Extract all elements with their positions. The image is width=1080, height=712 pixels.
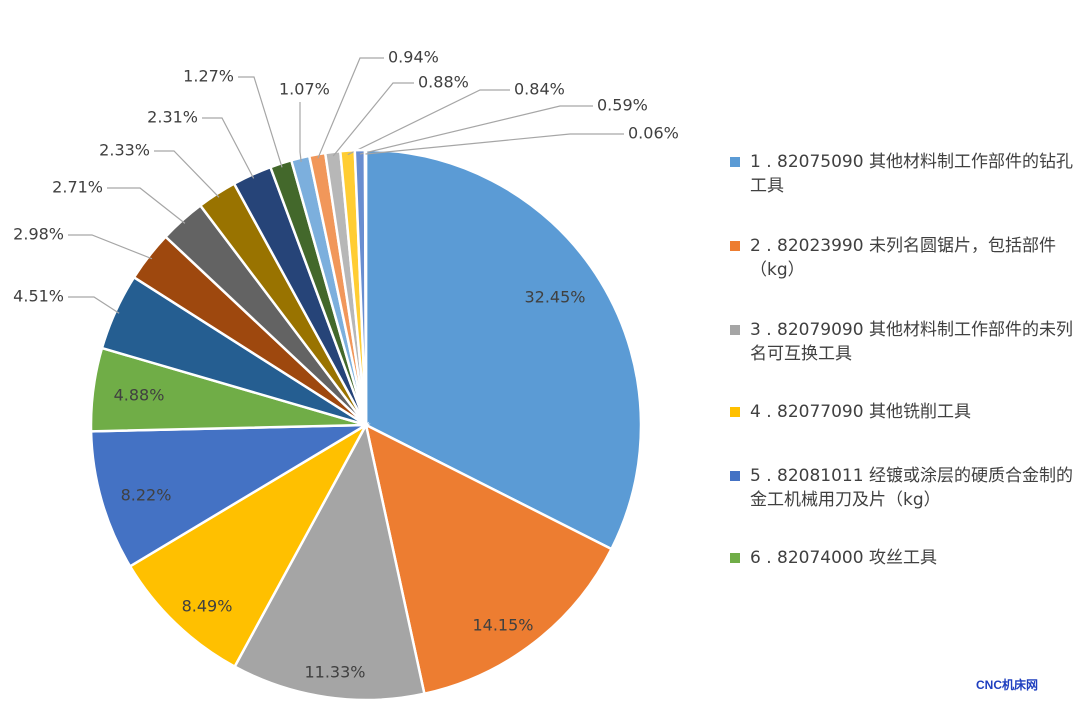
pie-slice-3 (232, 421, 426, 702)
legend-swatch-5 (730, 471, 740, 481)
leader-line-10 (154, 150, 220, 198)
legend-label-6: 6 . 82074000 攻丝工具 (750, 548, 937, 568)
legend-swatch-6 (730, 553, 740, 563)
legend-swatch-2 (730, 241, 740, 251)
watermark-text: CNC机床网 (976, 678, 1038, 692)
pie-slice-4 (128, 421, 370, 669)
pie-slice-1 (364, 148, 643, 551)
leader-line-9 (107, 187, 186, 224)
leader-line-12 (238, 76, 283, 168)
pie-slice-18 (363, 148, 368, 426)
leader-line-11 (202, 117, 255, 179)
leader-line-7 (68, 296, 120, 314)
legend-label-1: 1 . 82075090 其他材料制工作部件的钻孔工具 (750, 152, 1073, 196)
slice-label-7: 4.51% (13, 287, 64, 306)
leader-line-13 (299, 102, 302, 162)
slice-label-12: 1.27% (183, 67, 234, 86)
legend-item-6: 6 . 82074000 攻丝工具 (730, 546, 1080, 570)
legend-item-1: 1 . 82075090 其他材料制工作部件的钻孔工具 (730, 150, 1080, 198)
legend-swatch-1 (730, 157, 740, 167)
leader-line-8 (68, 234, 153, 260)
legend-swatch-3 (730, 325, 740, 335)
leader-line-17 (359, 105, 593, 155)
legend-item-5: 5 . 82081011 经镀或涂层的硬质合金制的金工机械用刀及片（kg） (730, 464, 1080, 512)
slice-label-14: 0.94% (388, 48, 439, 67)
slice-label-5: 8.22% (121, 486, 172, 505)
leader-line-16 (347, 89, 510, 156)
legend-item-2: 2 . 82023990 未列名圆锯片，包括部件（kg） (730, 234, 1080, 282)
slice-label-10: 2.33% (99, 141, 150, 160)
pie-slice-5 (89, 423, 371, 568)
slice-label-17: 0.59% (597, 96, 648, 115)
legend-swatch-4 (730, 407, 740, 417)
legend-label-5: 5 . 82081011 经镀或涂层的硬质合金制的金工机械用刀及片（kg） (750, 466, 1073, 510)
leader-line-15 (332, 82, 414, 157)
slice-label-8: 2.98% (13, 225, 64, 244)
leader-line-14 (317, 57, 384, 159)
pie-slice-2 (364, 422, 614, 696)
legend-label-4: 4 . 82077090 其他铣削工具 (750, 402, 971, 422)
slice-label-6: 4.88% (114, 386, 165, 405)
legend-item-4: 4 . 82077090 其他铣削工具 (730, 400, 1080, 424)
slice-label-11: 2.31% (147, 108, 198, 127)
slice-label-15: 0.88% (418, 73, 469, 92)
slice-label-18: 0.06% (628, 124, 679, 143)
slice-label-16: 0.84% (514, 80, 565, 99)
slice-label-3: 11.33% (304, 663, 365, 682)
legend-label-3: 3 . 82079090 其他材料制工作部件的未列名可互换工具 (750, 320, 1073, 364)
slice-label-9: 2.71% (52, 178, 103, 197)
legend-item-3: 3 . 82079090 其他材料制工作部件的未列名可互换工具 (730, 318, 1080, 366)
leader-line-18 (365, 133, 624, 155)
legend-label-2: 2 . 82023990 未列名圆锯片，包括部件（kg） (750, 236, 1056, 280)
slice-label-2: 14.15% (472, 616, 533, 635)
slice-label-4: 8.49% (182, 597, 233, 616)
slice-label-1: 32.45% (524, 288, 585, 307)
slice-label-13: 1.07% (279, 80, 330, 99)
